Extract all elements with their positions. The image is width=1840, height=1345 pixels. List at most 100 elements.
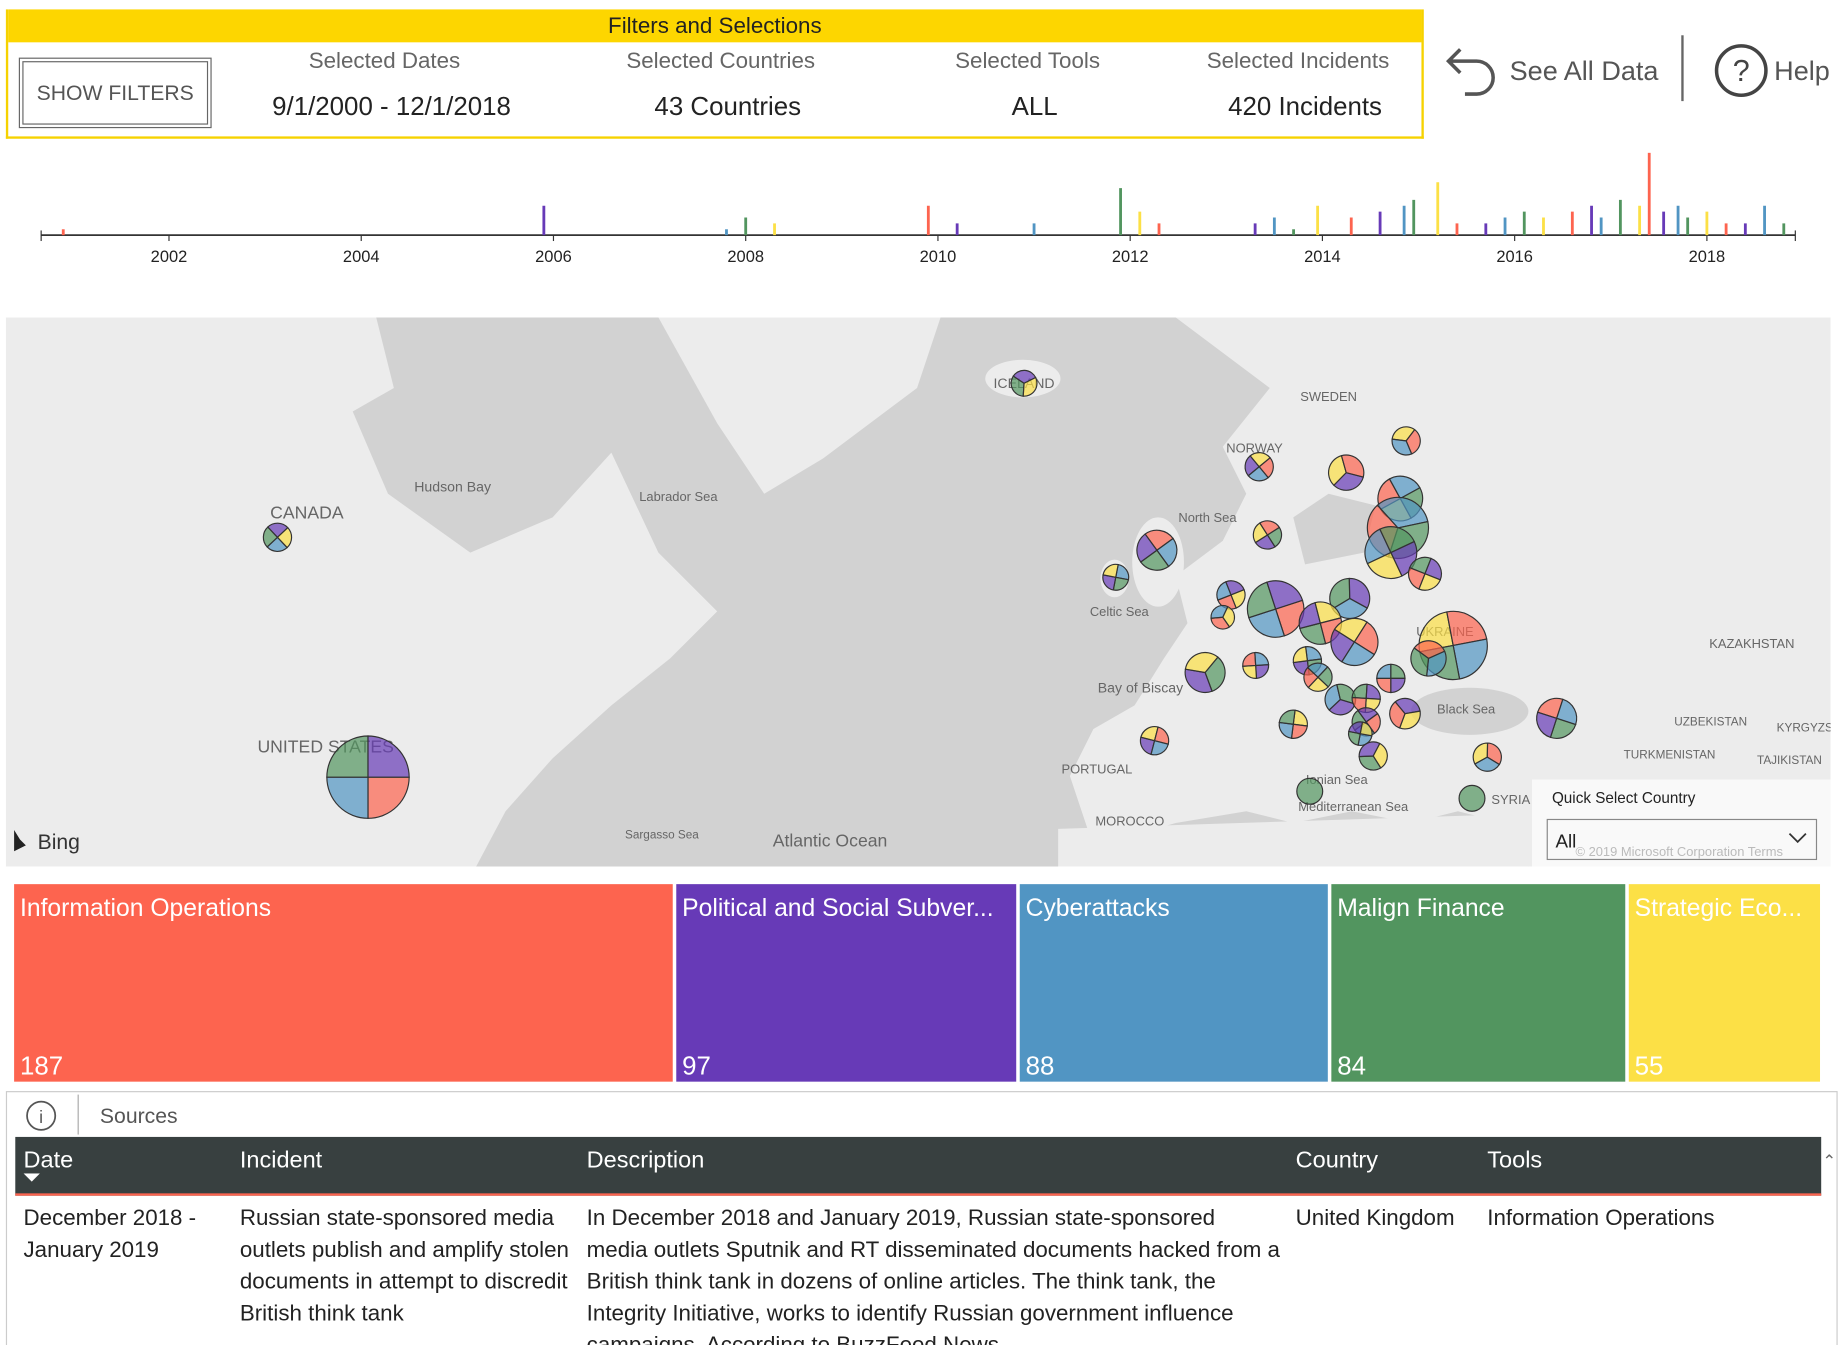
map-marker: [1010, 369, 1038, 397]
map-marker: [1327, 454, 1365, 491]
tile-value: 84: [1337, 1053, 1366, 1081]
marker-slice: [1452, 638, 1488, 680]
map-marker: [1358, 741, 1388, 771]
bar: [1676, 205, 1680, 236]
sort-arrow: [23, 1173, 40, 1182]
bing-logo: [14, 830, 26, 852]
bar: [1484, 223, 1488, 236]
filter-label: Selected Dates: [308, 49, 461, 75]
help-link[interactable]: Help: [1774, 55, 1830, 86]
quick-select-dropdown[interactable]: [1546, 818, 1818, 861]
map-label: Bay of Biscay: [1098, 679, 1184, 695]
bar: [1032, 223, 1036, 236]
filter-label: Selected Countries: [626, 49, 816, 75]
water: [387, 411, 530, 530]
map-label: Labrador Sea: [639, 489, 718, 504]
cell: Russian state-sponsored media outlets pu…: [239, 1206, 569, 1327]
info-icon[interactable]: i: [24, 1099, 59, 1134]
visuals: 2002 2004 2006 2008 2010 2012 2014 2016 2018 CAN…: [5, 152, 1831, 1082]
scroll-up[interactable]: ⌃: [1822, 1151, 1837, 1170]
quick-select-label: Quick Select Country: [1552, 790, 1696, 807]
map-label: SWEDEN: [1300, 389, 1357, 404]
map-marker: [1303, 662, 1333, 692]
marker-slice: [1246, 581, 1277, 619]
column-header[interactable]: Date: [23, 1147, 74, 1174]
quick-select-value: All: [1555, 831, 1576, 852]
bar: [1743, 223, 1747, 236]
marker-slice: [1410, 647, 1430, 677]
marker-slice: [1348, 577, 1371, 609]
column-header[interactable]: Description: [586, 1147, 705, 1174]
sources-table: i Sources Date Incident Description Coun…: [5, 1091, 1838, 1345]
bar: [1522, 211, 1526, 236]
tile-value: 88: [1026, 1053, 1055, 1081]
map-marker: [1298, 601, 1343, 645]
table-title: Sources: [99, 1104, 178, 1128]
back-icon[interactable]: [1444, 42, 1500, 98]
marker-slice: [1372, 742, 1388, 769]
map-marker: [1458, 784, 1486, 812]
bar: [1436, 182, 1440, 236]
marker-slice: [1144, 529, 1174, 552]
marker-slice: [1394, 697, 1421, 715]
bar: [1138, 211, 1142, 236]
marker-slice: [1296, 777, 1324, 805]
map-label: Mediterranean Sea: [1298, 799, 1409, 814]
water: [1293, 493, 1376, 565]
bar: [725, 229, 728, 236]
map-marker: [1246, 580, 1305, 638]
map-marker: [1410, 640, 1447, 677]
bar: [61, 229, 65, 236]
tile-value: 187: [20, 1053, 63, 1081]
marker-slice: [1278, 709, 1296, 725]
treemap-tile: [1628, 884, 1821, 1082]
map-marker: [1364, 526, 1418, 580]
marker-slice: [276, 526, 293, 549]
show-filters-button[interactable]: SHOW FILTERS: [18, 57, 212, 129]
map-marker: [1329, 577, 1371, 620]
map-marker: [1242, 651, 1270, 679]
bar: [1292, 229, 1295, 236]
column-header[interactable]: Tools: [1487, 1147, 1543, 1174]
map-marker: [1347, 721, 1373, 746]
marker-slice: [1102, 563, 1119, 578]
marker-slice: [1388, 475, 1421, 500]
column-header[interactable]: Country: [1295, 1147, 1378, 1174]
tile-label: Malign Finance: [1337, 895, 1504, 922]
marker-slice: [1266, 580, 1304, 610]
tile-label: Strategic Eco...: [1635, 895, 1802, 922]
help-icon[interactable]: ?: [1713, 42, 1772, 101]
marker-slice: [1248, 608, 1286, 638]
map-marker: [326, 735, 410, 819]
bar: [1724, 223, 1728, 236]
map-marker: [1278, 709, 1308, 739]
marker-slice: [1324, 683, 1341, 711]
cell: United Kingdom: [1295, 1206, 1455, 1231]
tile-label: Information Operations: [20, 895, 271, 922]
marker-slice: [1022, 376, 1038, 397]
filter-panel: Filters and Selections SHOW FILTERS Sele…: [5, 9, 1424, 139]
column-header[interactable]: Incident: [239, 1147, 323, 1174]
marker-slice: [1327, 454, 1347, 487]
tile-value: 55: [1635, 1053, 1664, 1081]
map-label: SYRIA: [1491, 792, 1530, 807]
marker-slice: [1136, 533, 1158, 563]
marker-slice: [1376, 496, 1429, 529]
x-tick-label: 2014: [1304, 248, 1341, 266]
map-marker: [1536, 697, 1578, 739]
x-tick-label: 2010: [920, 248, 957, 266]
water: [1410, 687, 1529, 735]
map-marker: [1244, 452, 1274, 482]
cell: In December 2018 and January 2019, Russi…: [586, 1206, 1280, 1345]
x-tick-label: 2012: [1112, 248, 1149, 266]
bar: [1662, 211, 1666, 236]
map-label: CANADA: [270, 502, 344, 522]
map-marker: [1216, 580, 1246, 610]
attribution: Bing: [38, 831, 80, 854]
bar: [1599, 217, 1603, 236]
see-all-data[interactable]: See All Data: [1509, 55, 1659, 86]
marker-slice: [1357, 707, 1379, 723]
marker-slice: [1317, 666, 1333, 688]
